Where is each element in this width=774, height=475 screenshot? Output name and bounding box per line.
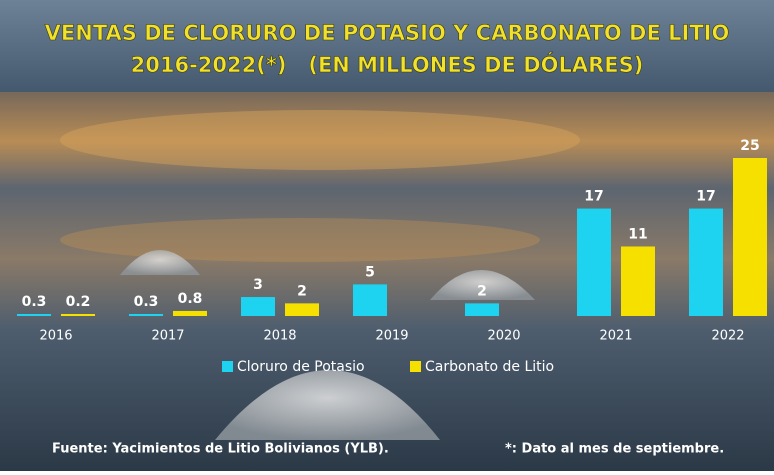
x-tick-label: 2018 <box>263 329 296 344</box>
data-label: 0.8 <box>178 291 203 307</box>
bar <box>733 158 767 316</box>
bar <box>353 284 387 316</box>
source-note: Fuente: Yacimientos de Litio Bolivianos … <box>52 442 389 457</box>
data-label: 0.2 <box>66 294 91 310</box>
x-tick-label: 2020 <box>487 329 520 344</box>
bar <box>241 297 275 316</box>
data-label: 0.3 <box>134 294 159 310</box>
x-tick-label: 2017 <box>151 329 184 344</box>
legend-swatch <box>410 361 421 372</box>
data-label: 5 <box>365 264 375 280</box>
x-tick-label: 2021 <box>599 329 632 344</box>
data-label: 25 <box>740 138 759 154</box>
bar <box>465 303 499 316</box>
bar <box>61 314 95 316</box>
data-label: 0.3 <box>22 294 47 310</box>
legend-label: Carbonato de Litio <box>425 359 554 375</box>
bar <box>173 311 207 316</box>
legend-swatch <box>222 361 233 372</box>
data-label: 17 <box>584 189 603 205</box>
legend-label: Cloruro de Potasio <box>237 359 365 375</box>
data-label: 2 <box>477 283 487 299</box>
chart: VENTAS DE CLORURO DE POTASIO Y CARBONATO… <box>0 0 774 471</box>
footnote: *: Dato al mes de septiembre. <box>505 442 724 457</box>
data-label: 17 <box>696 189 715 205</box>
title-band <box>0 0 774 92</box>
x-tick-label: 2016 <box>39 329 72 344</box>
bar <box>689 209 723 316</box>
bar <box>577 209 611 316</box>
chart-title: VENTAS DE CLORURO DE POTASIO Y CARBONATO… <box>45 21 730 45</box>
bar <box>285 303 319 316</box>
bar <box>129 314 163 316</box>
data-label: 2 <box>297 283 307 299</box>
data-label: 3 <box>253 277 263 293</box>
cloud-glow <box>60 110 580 170</box>
bar <box>621 246 655 316</box>
reflection-glow <box>60 218 540 262</box>
x-tick-label: 2019 <box>375 329 408 344</box>
data-label: 11 <box>628 226 647 242</box>
bar <box>17 314 51 316</box>
chart-subtitle: 2016-2022(*) (EN MILLONES DE DÓLARES) <box>131 52 644 77</box>
x-tick-label: 2022 <box>711 329 744 344</box>
page: VENTAS DE CLORURO DE POTASIO Y CARBONATO… <box>0 0 774 471</box>
